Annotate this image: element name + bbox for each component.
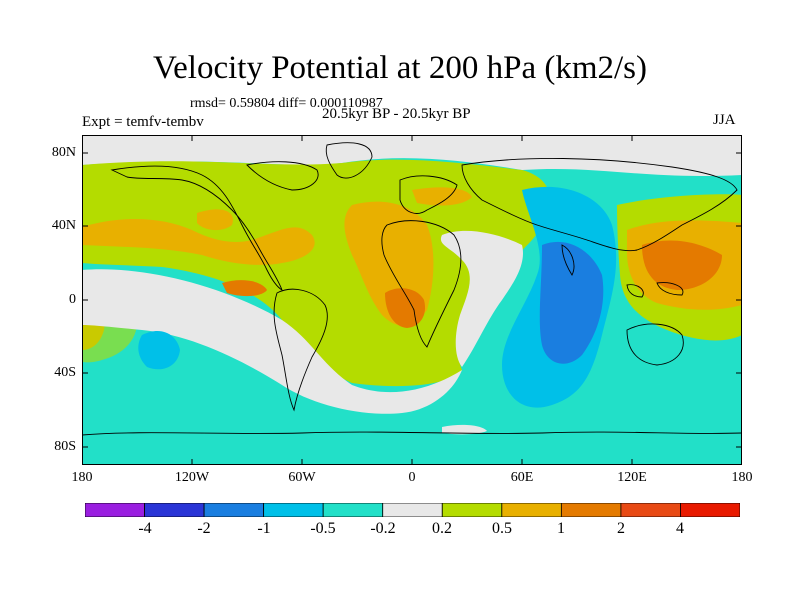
colorbar — [85, 503, 740, 517]
colorbar-label: 1 — [557, 520, 565, 537]
lat-label-80n: 80N — [51, 145, 76, 160]
velocity-potential-map — [82, 135, 742, 465]
colorbar-label: -0.2 — [370, 520, 396, 537]
colorbar-label: -2 — [197, 520, 211, 537]
colorbar-label: -1 — [257, 520, 271, 537]
colorbar-label: 0.5 — [492, 520, 512, 537]
colorbar-swatch — [620, 503, 681, 517]
lat-label-eq: 0 — [69, 292, 76, 307]
colorbar-swatch — [144, 503, 205, 517]
colorbar-swatch — [85, 503, 145, 517]
experiment-label: Expt = temfv-tembv — [82, 114, 204, 130]
lon-label-180w: 180 — [71, 470, 93, 485]
lon-label-120e: 120E — [617, 470, 647, 485]
season-label: JJA — [713, 112, 736, 128]
colorbar-label: 2 — [617, 520, 625, 537]
lon-label-60w: 60W — [288, 470, 316, 485]
period-text: 20.5kyr BP - 20.5kyr BP — [322, 106, 471, 122]
colorbar-label: -4 — [138, 520, 152, 537]
axis-ticks — [82, 135, 742, 465]
colorbar-label: 4 — [676, 520, 684, 537]
colorbar-label: -0.5 — [310, 520, 336, 537]
colorbar-swatch — [441, 503, 503, 517]
lon-label-0: 0 — [408, 470, 416, 485]
map-title: Velocity Potential at 200 hPa (km2/s) — [152, 50, 648, 86]
lat-label-40s: 40S — [54, 365, 76, 380]
contour-fill — [82, 135, 742, 465]
lon-label-180e: 180 — [731, 470, 753, 485]
colorbar-swatch — [560, 503, 622, 517]
lon-label-60e: 60E — [510, 470, 534, 485]
colorbar-swatch — [322, 503, 384, 517]
colorbar-swatch — [203, 503, 265, 517]
colorbar-swatch — [382, 503, 443, 517]
lat-label-40n: 40N — [51, 218, 76, 233]
colorbar-swatch — [680, 503, 740, 517]
colorbar-swatch — [263, 503, 324, 517]
colorbar-label: 0.2 — [432, 520, 452, 537]
colorbar-swatch — [501, 503, 562, 517]
lon-label-120w: 120W — [174, 470, 210, 485]
stats-text: rmsd= 0.59804 diff= 0.000110987 — [190, 96, 383, 111]
lat-label-80s: 80S — [54, 439, 76, 454]
coastlines — [82, 142, 742, 436]
